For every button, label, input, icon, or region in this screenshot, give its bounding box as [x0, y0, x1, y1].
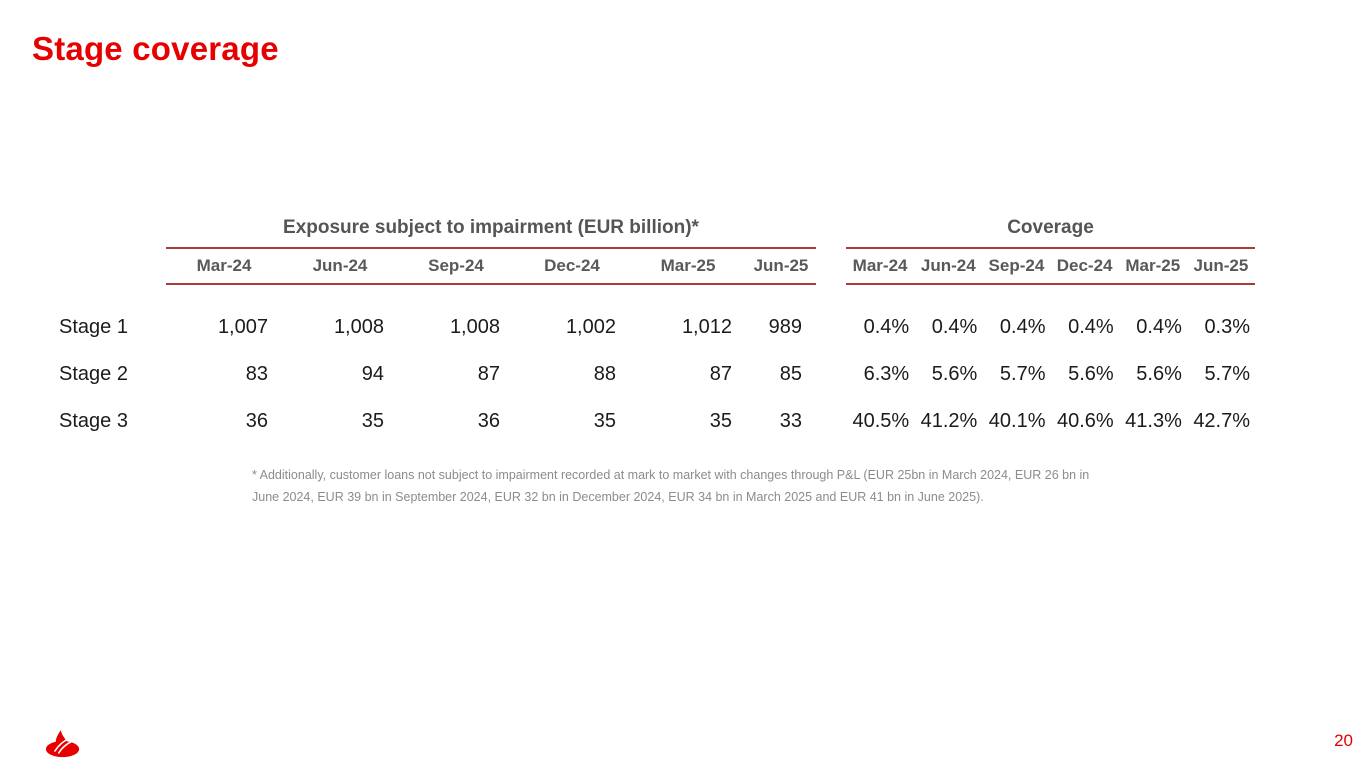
column-header: Sep-24: [988, 256, 1045, 275]
column-header: Jun-24: [312, 256, 368, 275]
coverage-table-title: Coverage: [1007, 217, 1094, 238]
coverage-column-headers: Mar-24 Jun-24 Sep-24 Dec-24 Mar-25 Jun-2…: [846, 247, 1255, 285]
stage-row-labels: Stage 1 Stage 2 Stage 3: [59, 304, 128, 445]
page-number: 20: [1334, 731, 1353, 750]
table-cell: 6.3%: [863, 363, 910, 385]
table-cell: 0.3%: [1204, 316, 1251, 338]
footnote-line-2: June 2024, EUR 39 bn in September 2024, …: [252, 490, 984, 504]
table-cell: 1,008: [449, 316, 500, 338]
row-label-stage-1: Stage 1: [59, 316, 128, 338]
table-cell: 87: [709, 363, 732, 385]
table-cell: 989: [768, 316, 802, 338]
footnote-line-1: * Additionally, customer loans not subje…: [252, 468, 1090, 482]
page-title: Stage coverage: [32, 30, 279, 68]
table-row: 83 94 87 88 87 85: [166, 351, 816, 398]
table-cell: 88: [593, 363, 616, 385]
table-cell: 1,012: [681, 316, 732, 338]
table-cell: 33: [779, 410, 802, 432]
column-header: Jun-24: [920, 256, 976, 275]
exposure-table-body: 1,007 1,008 1,008 1,002 1,012 989 83 94 …: [166, 304, 816, 445]
table-cell: 5.6%: [1136, 363, 1182, 385]
table-cell: 35: [593, 410, 616, 432]
table-cell: 40.6%: [1056, 410, 1114, 432]
table-cell: 35: [709, 410, 732, 432]
coverage-table-body: 0.4% 0.4% 0.4% 0.4% 0.4% 0.3% 6.3% 5.6% …: [846, 304, 1255, 445]
santander-flame-logo-icon: [45, 730, 80, 758]
column-header: Jun-25: [753, 256, 809, 275]
exposure-column-headers: Mar-24 Jun-24 Sep-24 Dec-24 Mar-25 Jun-2…: [166, 247, 816, 285]
row-label-stage-2: Stage 2: [59, 363, 128, 385]
table-cell: 87: [477, 363, 500, 385]
coverage-table: Coverage Mar-24 Jun-24 Sep-24 Dec-24 Mar…: [846, 215, 1255, 445]
table-cell: 0.4%: [1068, 316, 1114, 338]
exposure-table-title: Exposure subject to impairment (EUR bill…: [283, 217, 699, 238]
column-header: Mar-24: [196, 256, 252, 275]
exposure-table: Exposure subject to impairment (EUR bill…: [166, 215, 816, 445]
row-label-stage-3: Stage 3: [59, 410, 128, 432]
table-cell: 0.4%: [1136, 316, 1182, 338]
table-cell: 83: [245, 363, 268, 385]
table-cell: 5.6%: [931, 363, 978, 385]
column-header: Jun-25: [1193, 256, 1249, 275]
table-cell: 1,002: [565, 316, 616, 338]
table-cell: 0.4%: [863, 316, 910, 338]
footnote: * Additionally, customer loans not subje…: [252, 464, 1089, 508]
column-header: Sep-24: [428, 256, 484, 275]
table-cell: 36: [245, 410, 268, 432]
column-header: Mar-25: [660, 256, 716, 275]
table-cell: 85: [779, 363, 802, 385]
table-cell: 94: [361, 363, 384, 385]
column-header: Dec-24: [544, 256, 600, 275]
table-cell: 40.1%: [988, 410, 1046, 432]
table-cell: 5.7%: [999, 363, 1046, 385]
column-header: Mar-24: [852, 256, 908, 275]
table-cell: 40.5%: [852, 410, 910, 432]
table-cell: 5.6%: [1068, 363, 1114, 385]
column-header: Mar-25: [1125, 256, 1181, 275]
table-cell: 1,008: [333, 316, 384, 338]
table-cell: 41.2%: [920, 410, 978, 432]
table-row: 0.4% 0.4% 0.4% 0.4% 0.4% 0.3%: [846, 304, 1255, 351]
table-cell: 35: [361, 410, 384, 432]
table-cell: 41.3%: [1125, 410, 1182, 432]
table-row: 1,007 1,008 1,008 1,002 1,012 989: [166, 304, 816, 351]
table-cell: 5.7%: [1204, 363, 1251, 385]
table-row: 40.5% 41.2% 40.1% 40.6% 41.3% 42.7%: [846, 398, 1255, 445]
table-cell: 0.4%: [931, 316, 978, 338]
table-cell: 0.4%: [999, 316, 1046, 338]
table-cell: 1,007: [217, 316, 268, 338]
table-row: 36 35 36 35 35 33: [166, 398, 816, 445]
table-cell: 42.7%: [1193, 410, 1251, 432]
table-cell: 36: [477, 410, 500, 432]
column-header: Dec-24: [1056, 256, 1113, 275]
table-row: 6.3% 5.6% 5.7% 5.6% 5.6% 5.7%: [846, 351, 1255, 398]
